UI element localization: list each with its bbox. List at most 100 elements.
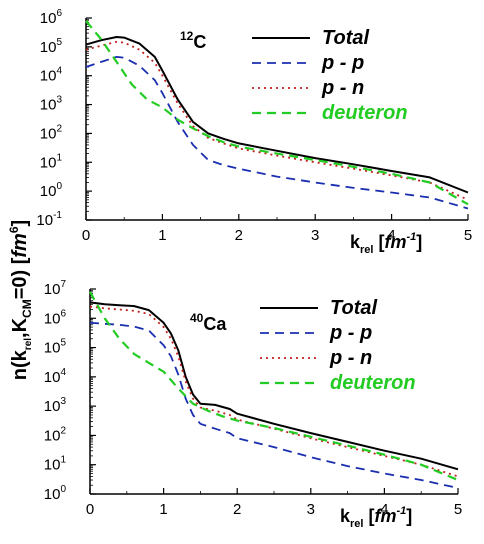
y-label-unit: fm: [9, 233, 31, 257]
x-tick-label: 0: [82, 227, 90, 244]
y-tick-exp: 5: [56, 37, 62, 48]
y-tick-label: 10-1: [36, 210, 62, 229]
y-tick-base: 10: [44, 281, 61, 298]
x-tick-label: 3: [307, 501, 315, 518]
series-line: [85, 36, 469, 194]
y-tick-label: 104: [44, 367, 67, 386]
x-label-unit: fm: [384, 232, 406, 252]
x-axis-label: krel [fm-1]: [340, 505, 412, 530]
y-tick-base: 10: [44, 457, 61, 474]
y-tick-exp: 6: [60, 308, 66, 319]
x-tick-label: 5: [454, 501, 462, 518]
y-axis-label: n(krel,KCM=0) [fm6]: [7, 220, 34, 380]
y-tick-exp: 4: [60, 367, 66, 378]
legend-deuteron: deuteron: [330, 372, 416, 394]
x-label-main: k: [340, 506, 351, 526]
x-label-open: [: [363, 506, 374, 526]
series-line: [89, 291, 459, 482]
y-tick-base: 10: [40, 183, 57, 200]
y-tick-exp: 4: [56, 66, 62, 77]
y-tick-base: 10: [44, 340, 61, 357]
x-tick-label: 1: [158, 227, 166, 244]
x-tick-label: 3: [311, 227, 319, 244]
y-tick-base: 10: [40, 39, 57, 56]
x-tick-label: 4: [380, 501, 388, 518]
y-tick-exp: 6: [56, 8, 62, 19]
y-tick-base: 10: [40, 68, 57, 85]
y-tick-exp: 7: [60, 279, 66, 290]
y-tick-base: 10: [40, 97, 57, 114]
x-label-open: [: [373, 232, 384, 252]
y-label-mid: ,K: [9, 317, 31, 338]
x-tick-label: 2: [233, 501, 241, 518]
x-label-main: k: [350, 232, 361, 252]
y-tick-exp: 5: [60, 338, 66, 349]
x-axis-label: krel [fm-1]: [350, 231, 422, 256]
y-tick-label: 100: [44, 484, 67, 503]
x-tick-label: 5: [464, 227, 472, 244]
legend-p-n: p - n: [329, 347, 372, 369]
nucleus-mass: 12: [180, 29, 194, 43]
legend-p-p: p - p: [321, 52, 364, 74]
x-tick-label: 0: [86, 501, 94, 518]
y-label-tail: =0) [: [9, 257, 31, 299]
x-label-close: ]: [416, 232, 422, 252]
legend-total: Total: [330, 297, 377, 319]
y-tick-base: 10: [44, 398, 61, 415]
y-tick-exp: 1: [60, 455, 66, 466]
x-label-sub: rel: [360, 244, 373, 256]
y-tick-base: 10: [44, 310, 61, 327]
y-tick-exp: 2: [56, 123, 62, 134]
y-tick-label: 100: [40, 181, 63, 200]
legend-p-n: p - n: [321, 77, 364, 99]
y-tick-label: 102: [44, 425, 67, 444]
x-label-unit-exp: -1: [396, 505, 406, 517]
legend-total: Total: [322, 27, 369, 49]
y-tick-label: 103: [40, 95, 63, 114]
y-tick-base: 10: [44, 427, 61, 444]
y-tick-exp: -1: [53, 210, 62, 221]
y-tick-base: 10: [36, 212, 53, 229]
y-tick-label: 101: [44, 455, 67, 474]
y-tick-label: 104: [40, 66, 63, 85]
legend-p-p: p - p: [329, 322, 372, 344]
y-tick-exp: 3: [56, 95, 62, 106]
x-label-sub: rel: [350, 518, 363, 530]
series-line: [85, 40, 469, 201]
nucleus-label: 40Ca: [190, 311, 227, 334]
y-tick-label: 107: [44, 279, 67, 298]
y-tick-exp: 0: [56, 181, 62, 192]
series-line: [89, 305, 459, 478]
series-line: [85, 20, 469, 206]
x-tick-label: 1: [159, 501, 167, 518]
y-tick-label: 106: [44, 308, 67, 327]
y-tick-exp: 1: [56, 152, 62, 163]
y-tick-exp: 2: [60, 425, 66, 436]
series-line: [89, 321, 459, 489]
nucleus-symbol: C: [193, 32, 206, 52]
y-tick-label: 101: [40, 152, 63, 171]
y-label-unit-exp: 6: [7, 226, 21, 233]
nucleus-symbol: Ca: [203, 314, 227, 334]
series-line: [85, 56, 469, 210]
legend-deuteron: deuteron: [322, 102, 408, 124]
y-tick-base: 10: [40, 154, 57, 171]
x-label-close: ]: [406, 506, 412, 526]
y-tick-base: 10: [40, 10, 57, 27]
y-tick-label: 105: [44, 338, 67, 357]
nucleus-mass: 40: [190, 311, 204, 325]
y-tick-base: 10: [40, 125, 57, 142]
y-tick-label: 105: [40, 37, 63, 56]
y-label-main: n(k: [9, 349, 31, 380]
series-line: [89, 301, 459, 471]
y-tick-label: 106: [40, 8, 63, 27]
x-label-unit-exp: -1: [406, 231, 416, 243]
nucleus-label: 12C: [180, 29, 206, 52]
y-tick-label: 102: [40, 123, 63, 142]
x-label-unit: fm: [374, 506, 396, 526]
y-tick-exp: 3: [60, 396, 66, 407]
x-tick-label: 4: [387, 227, 395, 244]
